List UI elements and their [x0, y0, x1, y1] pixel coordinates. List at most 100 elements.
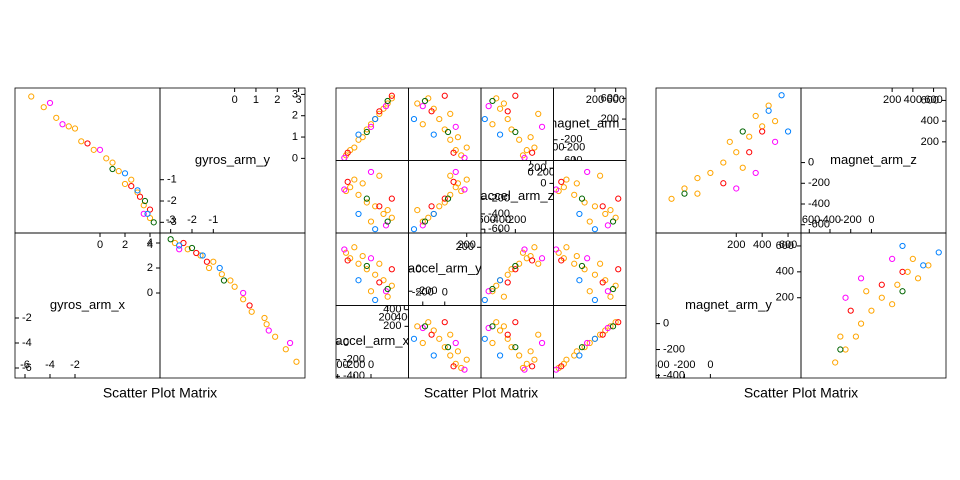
point [576, 352, 583, 359]
point [609, 285, 617, 293]
panel [28, 93, 157, 226]
point [500, 100, 507, 107]
point [604, 222, 611, 229]
point [463, 356, 470, 363]
tick-label: 600 [779, 239, 797, 251]
point [450, 149, 457, 156]
tick-label: -200 [343, 359, 365, 371]
tick-label: -2 [167, 195, 177, 207]
point [454, 348, 462, 355]
point [493, 282, 500, 289]
tick-label: -200 [504, 214, 526, 226]
tick-label: 0 [292, 152, 298, 164]
point [140, 202, 147, 209]
point [419, 218, 426, 225]
point [759, 123, 766, 130]
tick-label: 3 [292, 88, 298, 100]
point [504, 279, 511, 286]
point [560, 184, 567, 191]
point [784, 128, 792, 135]
point [489, 288, 496, 295]
point [733, 185, 740, 192]
tick-label: 400 [753, 239, 771, 251]
panel: magnet_arm_z-600-600-400-400-200-2000020… [801, 88, 946, 233]
point [46, 99, 54, 107]
tick-label: 400 [383, 304, 401, 316]
point [553, 246, 560, 253]
point [571, 191, 578, 198]
point [527, 134, 534, 141]
tick-label: -1 [167, 174, 177, 186]
point [604, 288, 611, 295]
variable-name: accel_arm_z [480, 188, 554, 203]
tick-label: -200 [663, 343, 685, 355]
tick-label: 0 [528, 166, 534, 178]
tick-label: 0 [442, 286, 448, 298]
point [376, 108, 383, 115]
point [668, 195, 675, 202]
tick-label: 200 [586, 94, 604, 106]
tick-label: 2 [147, 262, 153, 274]
point [493, 319, 500, 326]
point [199, 252, 206, 259]
point [759, 128, 766, 135]
point [363, 128, 370, 136]
tick-label: 600 [921, 94, 939, 106]
point [720, 159, 727, 166]
point [128, 182, 135, 190]
point [428, 108, 435, 115]
point [720, 180, 727, 187]
point [458, 364, 465, 372]
point [904, 268, 911, 275]
point [531, 144, 538, 151]
tick-label: 200 [776, 292, 794, 304]
point [615, 319, 622, 326]
point [597, 172, 604, 179]
point [899, 242, 906, 250]
tick-label: 0 [343, 337, 349, 349]
tick-label: 4 [147, 237, 153, 249]
point [376, 260, 383, 267]
scatter-plot-matrix: magnet_arm_z-600-600-400-400-200-2000020… [655, 87, 947, 401]
point [586, 339, 593, 347]
point [553, 186, 560, 193]
point [485, 103, 492, 110]
x-axis-label: Scatter Plot Matrix [744, 385, 858, 401]
point [837, 333, 844, 340]
point [463, 144, 470, 151]
tick-label: -3 [167, 216, 177, 228]
point [372, 271, 379, 278]
tick-label: 0 [97, 239, 103, 251]
panel-border [408, 160, 482, 234]
tick-label: 400 [395, 311, 413, 323]
point [388, 266, 395, 273]
panel [553, 319, 622, 373]
tick-label: 400 [921, 115, 939, 127]
point [227, 277, 234, 284]
point [563, 244, 570, 251]
point [935, 249, 942, 256]
point [578, 195, 586, 202]
point [563, 356, 570, 363]
point [419, 103, 426, 110]
point [571, 260, 578, 267]
point [914, 275, 922, 282]
panel [832, 242, 942, 366]
point [481, 296, 488, 304]
point [458, 187, 465, 195]
point [384, 285, 391, 293]
panel [341, 244, 395, 304]
point [512, 262, 519, 270]
point [461, 186, 468, 193]
point [726, 138, 733, 145]
panel [553, 168, 622, 233]
point [210, 258, 217, 265]
tick-label: -4 [22, 337, 32, 349]
point [591, 296, 599, 304]
point [447, 172, 454, 179]
tick-label: -200 [673, 359, 695, 371]
point [889, 255, 896, 262]
point [531, 356, 538, 363]
point [535, 260, 542, 267]
